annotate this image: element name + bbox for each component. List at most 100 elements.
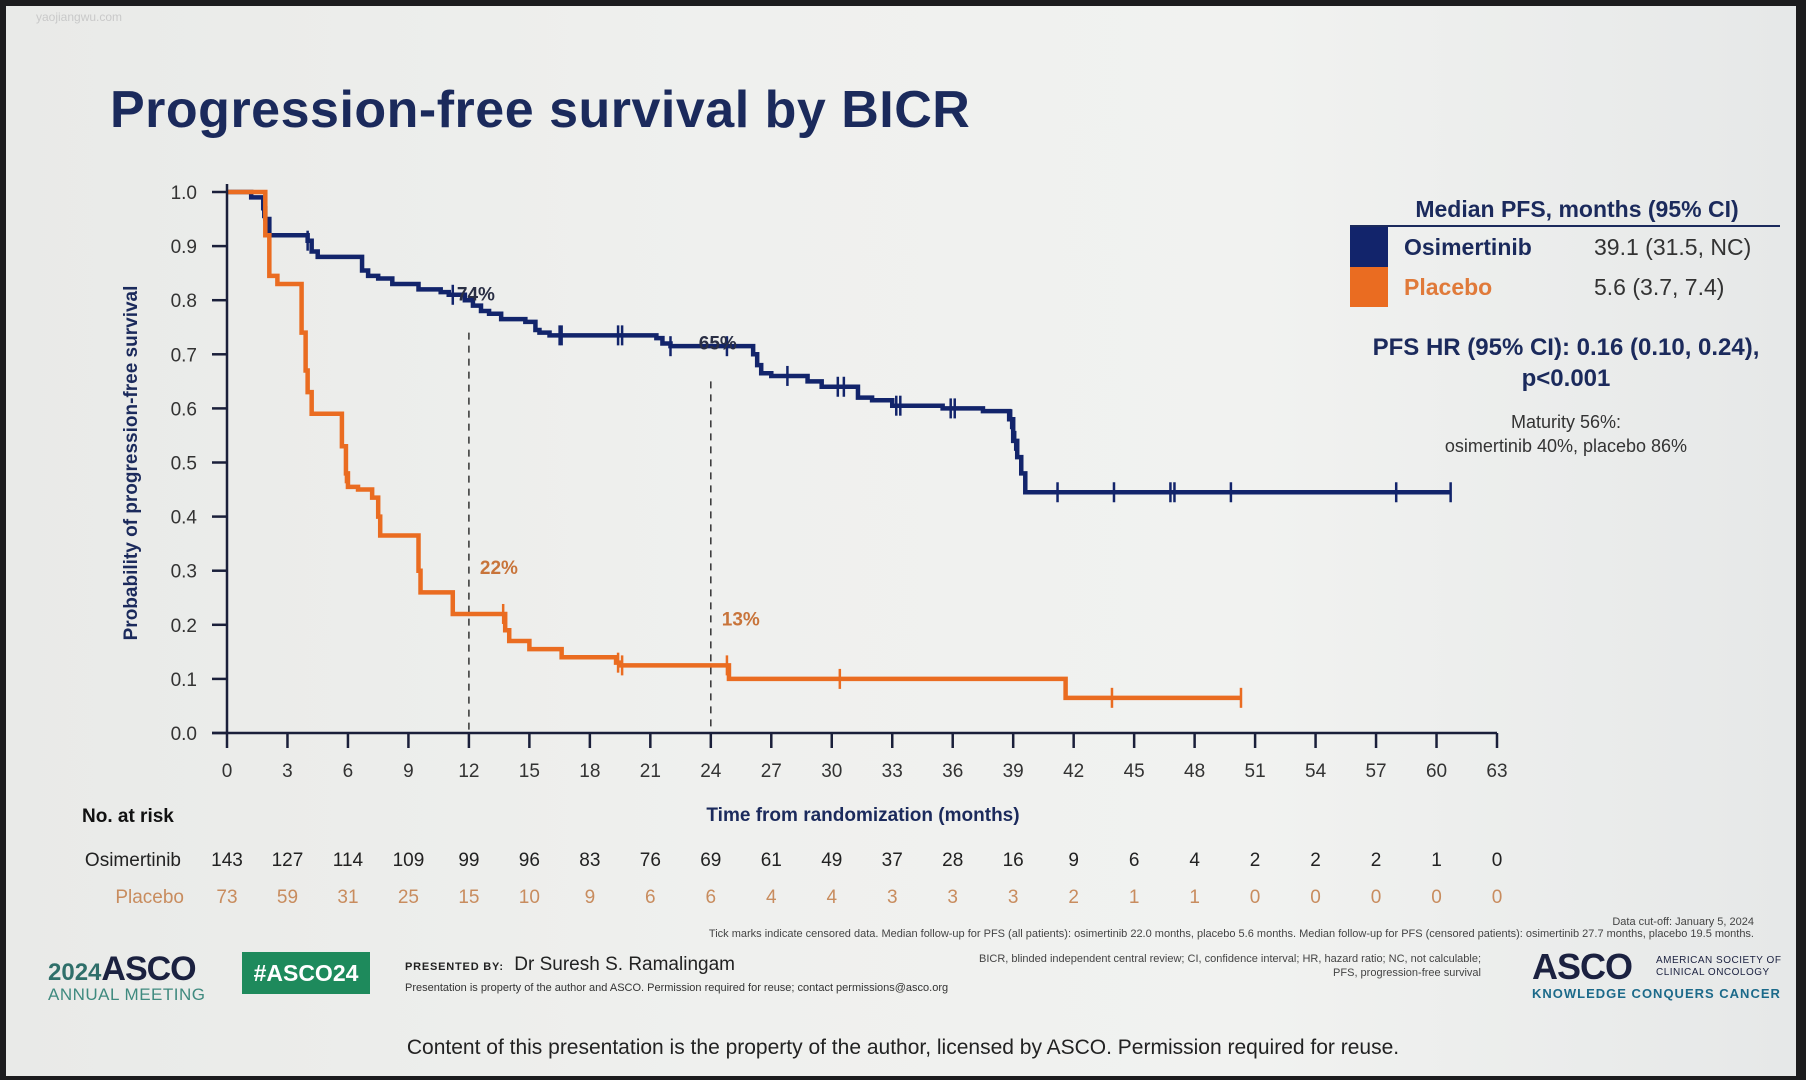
presented-by-label: PRESENTED BY: xyxy=(405,961,504,973)
risk-count-placebo: 3 xyxy=(887,887,898,908)
risk-count-osimertinib: 114 xyxy=(333,850,364,871)
risk-count-osimertinib: 2 xyxy=(1371,850,1382,871)
risk-count-placebo: 0 xyxy=(1250,887,1261,908)
risk-count-placebo: 1 xyxy=(1189,887,1200,908)
risk-count-placebo: 0 xyxy=(1371,887,1382,908)
risk-count-placebo: 0 xyxy=(1310,887,1321,908)
risk-count-osimertinib: 2 xyxy=(1310,850,1321,871)
risk-count-osimertinib: 61 xyxy=(761,850,782,871)
osimertinib-landmark-label: 65% xyxy=(699,333,737,354)
abbreviations: BICR, blinded independent central review… xyxy=(979,952,1481,980)
risk-count-placebo: 73 xyxy=(216,887,237,908)
x-tick-label: 3 xyxy=(282,761,293,782)
watermark: yaojiangwu.com xyxy=(36,10,123,24)
y-tick-label: 0.3 xyxy=(171,562,197,583)
risk-count-placebo: 2 xyxy=(1068,887,1079,908)
risk-count-osimertinib: 109 xyxy=(393,850,425,871)
risk-count-placebo: 1 xyxy=(1129,887,1140,908)
risk-row-label-osimertinib: Osimertinib xyxy=(85,850,181,871)
logo-annual-meeting: ANNUAL MEETING xyxy=(48,985,206,1004)
x-tick-label: 63 xyxy=(1486,761,1507,782)
risk-count-placebo: 4 xyxy=(766,887,777,908)
risk-count-placebo: 25 xyxy=(398,887,419,908)
content-note: Content of this presentation is the prop… xyxy=(406,1036,1400,1059)
x-tick-label: 54 xyxy=(1305,761,1327,782)
maturity-note: Maturity 56%: osimertinib 40%, placebo 8… xyxy=(1376,410,1756,458)
risk-count-osimertinib: 2 xyxy=(1250,850,1261,871)
x-tick-label: 57 xyxy=(1365,761,1386,782)
risk-count-placebo: 9 xyxy=(585,887,596,908)
osimertinib-landmark-label: 74% xyxy=(457,285,495,306)
risk-count-placebo: 3 xyxy=(1008,887,1019,908)
risk-count-placebo: 15 xyxy=(458,887,479,908)
maturity-line: Maturity 56%: xyxy=(1510,412,1622,432)
y-tick-label: 0.0 xyxy=(171,724,197,745)
x-tick-label: 45 xyxy=(1124,761,1145,782)
risk-count-osimertinib: 16 xyxy=(1003,850,1024,871)
presenter-name: Dr Suresh S. Ramalingam xyxy=(514,954,735,975)
risk-count-osimertinib: 37 xyxy=(882,850,903,871)
x-tick-label: 24 xyxy=(700,761,722,782)
risk-count-placebo: 6 xyxy=(645,887,656,908)
osimertinib-curve xyxy=(227,189,1451,495)
x-tick-label: 15 xyxy=(519,761,540,782)
hr-line: PFS HR (95% CI): 0.16 (0.10, 0.24), xyxy=(1372,334,1760,361)
legend-row-osimertinib: Osimertinib 39.1 (31.5, NC) xyxy=(1350,227,1780,267)
legend-name: Osimertinib xyxy=(1404,233,1532,260)
legend-value: 5.6 (3.7, 7.4) xyxy=(1594,273,1725,300)
asco-annual-meeting-logo: 2024ASCO ANNUAL MEETING xyxy=(48,950,206,1005)
x-tick-label: 9 xyxy=(403,761,414,782)
x-tick-label: 0 xyxy=(222,761,233,782)
risk-count-placebo: 0 xyxy=(1492,887,1503,908)
asco-tagline: KNOWLEDGE CONQUERS CANCER xyxy=(1532,986,1781,1001)
x-tick-label: 6 xyxy=(343,761,354,782)
y-tick-label: 0.5 xyxy=(171,454,197,475)
risk-count-placebo: 3 xyxy=(947,887,958,908)
risk-count-osimertinib: 1 xyxy=(1431,850,1442,871)
asco-society-name: AMERICAN SOCIETY OF CLINICAL ONCOLOGY xyxy=(1656,955,1782,978)
asco-society-logo: ASCO AMERICAN SOCIETY OF CLINICAL ONCOLO… xyxy=(1532,946,1781,1001)
legend-row-placebo: Placebo 5.6 (3.7, 7.4) xyxy=(1350,267,1780,307)
x-tick-label: 42 xyxy=(1063,761,1084,782)
risk-count-placebo: 10 xyxy=(519,887,540,908)
presented-by: PRESENTED BY: Dr Suresh S. Ramalingam xyxy=(405,954,735,976)
logo-asco: ASCO xyxy=(101,950,196,988)
risk-row-label-placebo: Placebo xyxy=(115,887,184,908)
risk-count-placebo: 6 xyxy=(706,887,717,908)
risk-count-osimertinib: 6 xyxy=(1129,850,1140,871)
y-tick-label: 0.1 xyxy=(171,670,197,691)
slide: yaojiangwu.com Progression-free survival… xyxy=(6,6,1796,1076)
median-pfs-legend: Median PFS, months (95% CI) Osimertinib … xyxy=(1350,196,1780,307)
data-cutoff: Data cut-off: January 5, 2024 xyxy=(1612,916,1754,928)
placebo-curve xyxy=(227,189,1241,701)
p-value: p<0.001 xyxy=(1521,365,1611,392)
legend-header: Median PFS, months (95% CI) xyxy=(1350,196,1780,227)
x-axis-title: Time from randomization (months) xyxy=(706,805,1019,826)
x-tick-label: 21 xyxy=(640,761,661,782)
asco-logo-text: ASCO xyxy=(1532,946,1633,987)
placebo-swatch xyxy=(1350,267,1388,307)
risk-count-osimertinib: 83 xyxy=(579,850,600,871)
osimertinib-swatch xyxy=(1350,227,1388,267)
risk-count-osimertinib: 96 xyxy=(519,850,540,871)
risk-count-osimertinib: 143 xyxy=(211,850,243,871)
risk-count-osimertinib: 76 xyxy=(640,850,661,871)
y-tick-label: 0.2 xyxy=(171,616,197,637)
risk-count-osimertinib: 28 xyxy=(942,850,963,871)
x-tick-label: 39 xyxy=(1003,761,1024,782)
risk-count-osimertinib: 69 xyxy=(700,850,721,871)
y-tick-label: 0.4 xyxy=(171,508,198,529)
abbr-line: BICR, blinded independent central review… xyxy=(979,953,1481,965)
x-tick-label: 30 xyxy=(821,761,842,782)
y-tick-label: 1.0 xyxy=(171,183,197,204)
slide-title: Progression-free survival by BICR xyxy=(110,81,971,139)
risk-table-header: No. at risk xyxy=(82,806,174,827)
x-tick-label: 33 xyxy=(882,761,903,782)
placebo-landmark-label: 22% xyxy=(480,558,518,579)
x-tick-label: 18 xyxy=(579,761,600,782)
y-tick-label: 0.8 xyxy=(171,291,197,312)
hashtag-badge: #ASCO24 xyxy=(242,952,370,994)
risk-count-osimertinib: 4 xyxy=(1189,850,1200,871)
maturity-detail: osimertinib 40%, placebo 86% xyxy=(1444,436,1688,456)
x-tick-label: 12 xyxy=(458,761,479,782)
